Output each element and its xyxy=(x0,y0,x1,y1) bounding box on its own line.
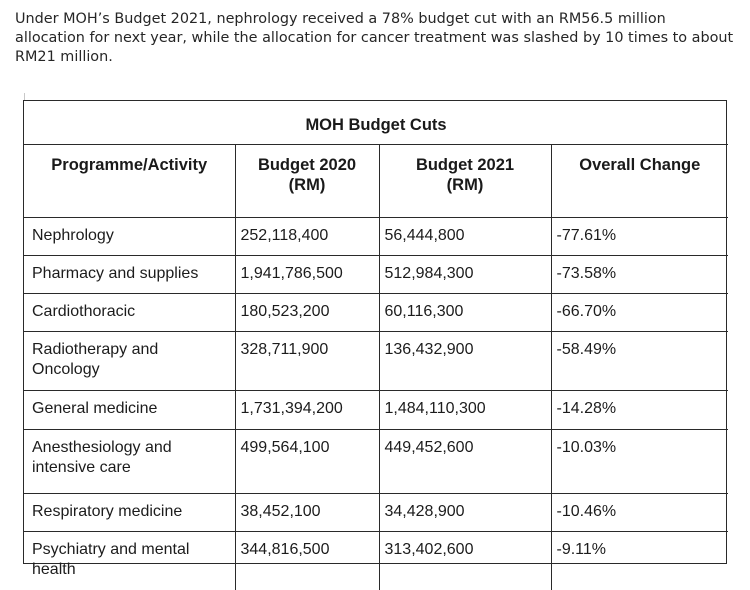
cell-budget-2020: 344,816,500 xyxy=(235,532,379,590)
header-budget-2020: Budget 2020(RM) xyxy=(235,145,379,218)
table-title: MOH Budget Cuts xyxy=(24,101,728,145)
table-row: Pharmacy and supplies 1,941,786,500 512,… xyxy=(24,256,728,294)
cell-overall-change: -9.11% xyxy=(551,532,728,590)
cell-budget-2021: 34,428,900 xyxy=(379,494,551,532)
table-title-row: MOH Budget Cuts xyxy=(24,101,728,145)
cell-budget-2020: 328,711,900 xyxy=(235,332,379,391)
cell-budget-2021: 512,984,300 xyxy=(379,256,551,294)
cell-programme: Nephrology xyxy=(24,218,235,256)
cell-budget-2021: 1,484,110,300 xyxy=(379,391,551,430)
cell-programme: Pharmacy and supplies xyxy=(24,256,235,294)
cell-programme: Respiratory medicine xyxy=(24,494,235,532)
cell-budget-2020: 1,731,394,200 xyxy=(235,391,379,430)
cell-budget-2020: 1,941,786,500 xyxy=(235,256,379,294)
cell-budget-2021: 60,116,300 xyxy=(379,294,551,332)
header-overall-change: Overall Change xyxy=(551,145,728,218)
cell-budget-2020: 252,118,400 xyxy=(235,218,379,256)
cell-budget-2021: 313,402,600 xyxy=(379,532,551,590)
budget-table: MOH Budget Cuts Programme/Activity Budge… xyxy=(24,101,728,590)
cell-overall-change: -77.61% xyxy=(551,218,728,256)
cell-overall-change: -58.49% xyxy=(551,332,728,391)
cell-budget-2021: 136,432,900 xyxy=(379,332,551,391)
table-row: Respiratory medicine 38,452,100 34,428,9… xyxy=(24,494,728,532)
cell-programme: General medicine xyxy=(24,391,235,430)
cell-programme: Cardiothoracic xyxy=(24,294,235,332)
table-header-row: Programme/Activity Budget 2020(RM) Budge… xyxy=(24,145,728,218)
cell-overall-change: -66.70% xyxy=(551,294,728,332)
table-row: Nephrology 252,118,400 56,444,800 -77.61… xyxy=(24,218,728,256)
cell-budget-2020: 38,452,100 xyxy=(235,494,379,532)
header-programme: Programme/Activity xyxy=(24,145,235,218)
header-budget-2021: Budget 2021(RM) xyxy=(379,145,551,218)
table-row: General medicine 1,731,394,200 1,484,110… xyxy=(24,391,728,430)
cell-overall-change: -73.58% xyxy=(551,256,728,294)
table-row: Cardiothoracic 180,523,200 60,116,300 -6… xyxy=(24,294,728,332)
cell-budget-2021: 56,444,800 xyxy=(379,218,551,256)
cell-overall-change: -10.03% xyxy=(551,430,728,494)
budget-cuts-table: MOH Budget Cuts Programme/Activity Budge… xyxy=(23,100,727,564)
cell-budget-2020: 499,564,100 xyxy=(235,430,379,494)
cell-budget-2020: 180,523,200 xyxy=(235,294,379,332)
intro-paragraph: Under MOH’s Budget 2021, nephrology rece… xyxy=(15,10,735,67)
cell-overall-change: -14.28% xyxy=(551,391,728,430)
cell-budget-2021: 449,452,600 xyxy=(379,430,551,494)
cell-overall-change: -10.46% xyxy=(551,494,728,532)
